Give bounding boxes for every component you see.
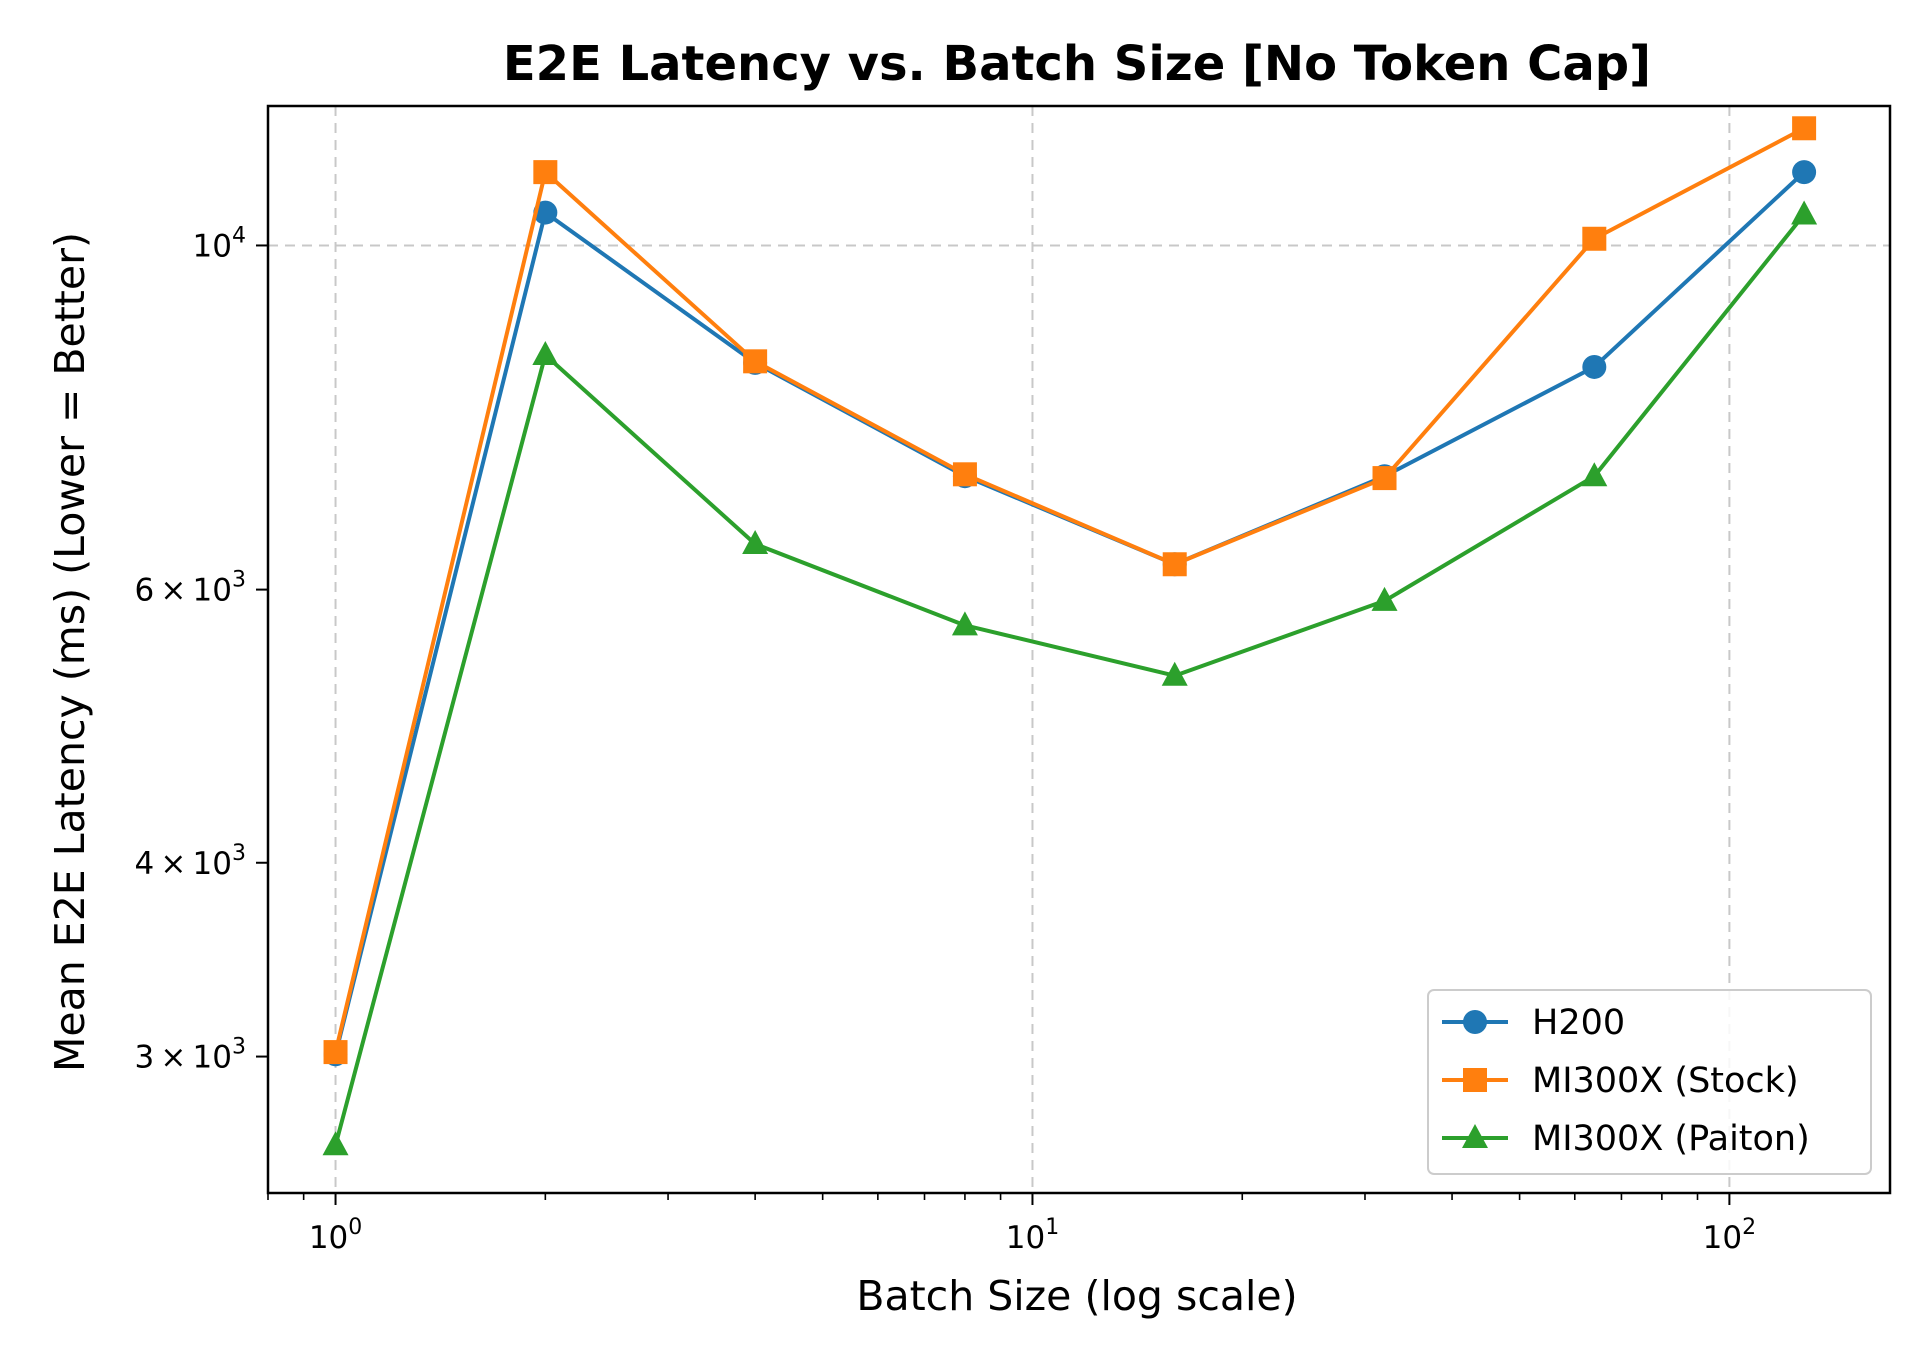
- tick-layer: 100 101 102 3 × 103 4 × 103 6 × 103 104: [134, 223, 1756, 1256]
- legend-marker-0: [1463, 1010, 1487, 1034]
- point-2-0: [322, 1131, 349, 1156]
- point-1-3: [952, 462, 977, 487]
- y-tick-label-2: 6 × 103: [134, 568, 246, 609]
- legend-label-2: MI300X (Paiton): [1532, 1119, 1810, 1159]
- legend-label-0: H200: [1532, 1003, 1625, 1043]
- point-2-7: [1791, 200, 1818, 225]
- legend: H200 MI300X (Stock) MI300X (Paiton): [1427, 989, 1872, 1175]
- x-tick-label-0: 100: [309, 1215, 362, 1256]
- point-1-5: [1372, 466, 1397, 491]
- x-axis-label: Batch Size (log scale): [856, 1272, 1297, 1320]
- series-line-2: [333, 213, 1806, 1146]
- point-2-4: [1161, 661, 1188, 686]
- series-line-1: [333, 126, 1806, 1053]
- legend-marker-2: [1462, 1124, 1488, 1148]
- point-1-0: [323, 1040, 348, 1065]
- point-1-4: [1162, 552, 1187, 577]
- y-axis-label: Mean E2E Latency (ms) (Lower = Better): [46, 232, 94, 1072]
- series-1: [323, 116, 1817, 1065]
- chart-title: E2E Latency vs. Batch Size [No Token Cap…: [503, 36, 1651, 92]
- y-tick-label-0: 3 × 103: [134, 1035, 246, 1076]
- point-0-7: [1792, 160, 1817, 185]
- legend-marker-1: [1463, 1068, 1487, 1092]
- legend-box: [1427, 989, 1872, 1175]
- legend-item-1: MI300X (Stock): [1442, 1061, 1799, 1101]
- legend-item-2: MI300X (Paiton): [1442, 1119, 1810, 1159]
- point-2-3: [951, 611, 978, 636]
- series-2: [322, 200, 1818, 1156]
- point-1-7: [1792, 116, 1817, 141]
- legend-label-1: MI300X (Stock): [1532, 1061, 1799, 1101]
- series-line-0: [333, 170, 1806, 1055]
- x-tick-label-1: 101: [1006, 1215, 1059, 1256]
- x-tick-label-2: 102: [1703, 1215, 1756, 1256]
- point-2-5: [1371, 586, 1398, 611]
- plot-frame: [266, 104, 1892, 1195]
- y-tick-label-3: 104: [193, 223, 246, 264]
- point-2-2: [742, 530, 769, 555]
- series-0: [323, 160, 1817, 1067]
- point-2-1: [532, 340, 559, 365]
- point-0-1: [533, 200, 558, 225]
- series-layer: [322, 116, 1818, 1156]
- point-1-6: [1582, 226, 1607, 251]
- legend-item-0: H200: [1442, 1003, 1625, 1043]
- y-tick-label-1: 4 × 103: [134, 841, 246, 882]
- point-2-6: [1581, 462, 1608, 487]
- point-1-1: [533, 160, 558, 185]
- point-1-2: [743, 349, 768, 374]
- point-0-6: [1582, 354, 1607, 379]
